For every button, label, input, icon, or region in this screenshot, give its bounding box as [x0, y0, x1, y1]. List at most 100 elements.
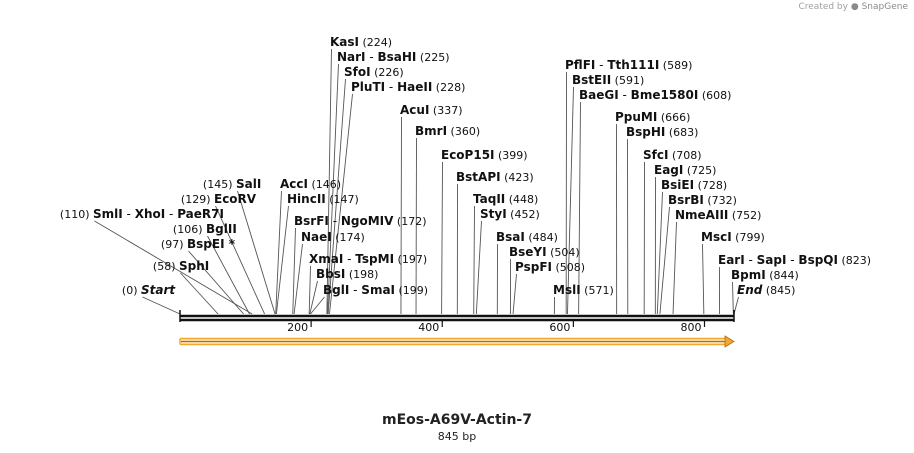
enzyme-label[interactable]: (0) Start [122, 283, 176, 297]
cut-position: (198) [345, 268, 378, 281]
leader-line [309, 280, 318, 315]
cut-position: (752) [728, 209, 761, 222]
enzyme-name: HincII [287, 192, 326, 206]
enzyme-label[interactable]: PluTI - HaeII (228) [351, 80, 465, 94]
axis-tick-label: 200 [287, 321, 308, 334]
cut-position: (228) [432, 81, 465, 94]
sequence-name: mEos-A69V-Actin-7 [381, 412, 532, 428]
enzyme-label[interactable]: BspHI (683) [626, 125, 698, 139]
enzyme-label[interactable]: XmaI - TspMI (197) [309, 252, 427, 266]
enzyme-name: BsrFI [294, 214, 329, 228]
enzyme-label[interactable]: BbsI (198) [316, 267, 378, 281]
enzyme-label[interactable]: BstAPI (423) [456, 170, 534, 184]
enzyme-label[interactable]: MscI (799) [701, 230, 765, 244]
enzyme-name: SfcI [643, 148, 668, 162]
enzyme-name: BseYI [509, 245, 547, 259]
enzyme-name: Bme1580I [631, 88, 699, 102]
enzyme-labels: (0) Start (58) SphI (97) BspEI *(106) BglI… [60, 35, 871, 297]
enzyme-name: PspFI [515, 260, 552, 274]
axis-tick-label: 600 [549, 321, 570, 334]
enzyme-label[interactable]: StyI (452) [480, 207, 540, 221]
cut-position: (226) [371, 66, 404, 79]
enzyme-label[interactable]: BpmI (844) [731, 268, 799, 282]
leader-line [237, 190, 276, 315]
name-separator: - [619, 88, 631, 102]
cut-position: (728) [694, 179, 727, 192]
enzyme-label[interactable]: BmrI (360) [415, 124, 480, 138]
feature-arrow-head [724, 335, 735, 348]
cut-position: (571) [581, 284, 614, 297]
enzyme-name: BbsI [316, 267, 345, 281]
enzyme-label[interactable]: BseYI (504) [509, 245, 580, 259]
cut-position: (399) [495, 149, 528, 162]
enzyme-label[interactable]: KasI (224) [330, 35, 392, 49]
watermark-brand: SnapGene [861, 2, 908, 12]
enzyme-label[interactable]: HincII (147) [287, 192, 359, 206]
enzyme-name: KasI [330, 35, 359, 49]
cut-position: (823) [838, 254, 871, 267]
enzyme-name: BmrI [415, 124, 447, 138]
enzyme-label[interactable]: BsaI (484) [496, 230, 558, 244]
enzyme-label[interactable]: (58) SphI [153, 259, 209, 273]
enzyme-label[interactable]: NmeAIII (752) [675, 208, 761, 222]
enzyme-label[interactable]: BsrBI (732) [668, 193, 737, 207]
cut-position: (608) [698, 89, 731, 102]
leader-line [441, 161, 443, 315]
enzyme-label[interactable]: BsiEI (728) [661, 178, 727, 192]
enzyme-name: SphI [179, 259, 209, 273]
enzyme-label[interactable]: (145) SalI [203, 177, 261, 191]
enzyme-label[interactable]: PflFI - Tth111I (589) [565, 58, 692, 72]
enzyme-label[interactable]: BaeGI - Bme1580I (608) [579, 88, 731, 102]
enzyme-label[interactable]: NarI - BsaHI (225) [337, 50, 449, 64]
cut-position: (725) [683, 164, 716, 177]
feature-arrow[interactable] [179, 335, 735, 348]
enzyme-label[interactable]: (97) BspEI * [161, 237, 236, 251]
cut-position: (591) [611, 74, 644, 87]
cut-position: (508) [552, 261, 585, 274]
enzyme-label[interactable]: PpuMI (666) [615, 110, 690, 124]
enzyme-label[interactable]: End (845) [737, 283, 795, 297]
enzyme-name: AcuI [400, 103, 429, 117]
cut-position: (147) [326, 193, 359, 206]
enzyme-label[interactable]: NaeI (174) [301, 230, 365, 244]
enzyme-label[interactable]: BstEII (591) [572, 73, 644, 87]
enzyme-name: Tth111I [607, 58, 659, 72]
enzyme-label[interactable]: (110) SmlI - XhoI - PaeR7I [60, 207, 224, 221]
enzyme-label[interactable]: BglI - SmaI (199) [323, 283, 428, 297]
leader-line [578, 101, 581, 315]
cut-position: (504) [547, 246, 580, 259]
enzyme-label[interactable]: (106) BglII [173, 222, 237, 236]
leader-line [326, 48, 332, 315]
leader-line [329, 93, 353, 315]
name-separator: - [343, 252, 355, 266]
cut-position: (0) [122, 284, 141, 297]
enzyme-name: BspEI * [187, 237, 236, 251]
name-separator: - [385, 80, 397, 94]
enzyme-name: BpmI [731, 268, 766, 282]
leader-line [94, 220, 253, 315]
sequence-length: 845 bp [437, 430, 477, 443]
enzyme-label[interactable]: (129) EcoRV [181, 192, 257, 206]
enzyme-label[interactable]: MslI (571) [553, 283, 614, 297]
name-separator: - [329, 214, 341, 228]
enzyme-name: BaeGI [579, 88, 619, 102]
enzyme-label[interactable]: EagI (725) [654, 163, 716, 177]
enzyme-label[interactable]: EcoP15I (399) [441, 148, 528, 162]
enzyme-label[interactable]: BsrFI - NgoMIV (172) [294, 214, 427, 228]
enzyme-label[interactable]: SfoI (226) [344, 65, 404, 79]
leader-line [292, 227, 296, 315]
cut-position: (174) [332, 231, 365, 244]
enzyme-label[interactable]: AccI (146) [280, 177, 341, 191]
cut-position: (199) [395, 284, 428, 297]
enzyme-label[interactable]: EarI - SapI - BspQI (823) [718, 253, 871, 267]
enzyme-label[interactable]: AcuI (337) [400, 103, 463, 117]
enzyme-label[interactable]: PspFI (508) [515, 260, 585, 274]
enzyme-label[interactable]: SfcI (708) [643, 148, 702, 162]
enzyme-name: PaeR7I [177, 207, 224, 221]
enzyme-label[interactable]: TaqII (448) [473, 192, 538, 206]
enzyme-name: Start [141, 283, 176, 297]
cut-position: (129) [181, 193, 214, 206]
enzyme-name: XhoI [135, 207, 166, 221]
enzyme-name: BstAPI [456, 170, 501, 184]
